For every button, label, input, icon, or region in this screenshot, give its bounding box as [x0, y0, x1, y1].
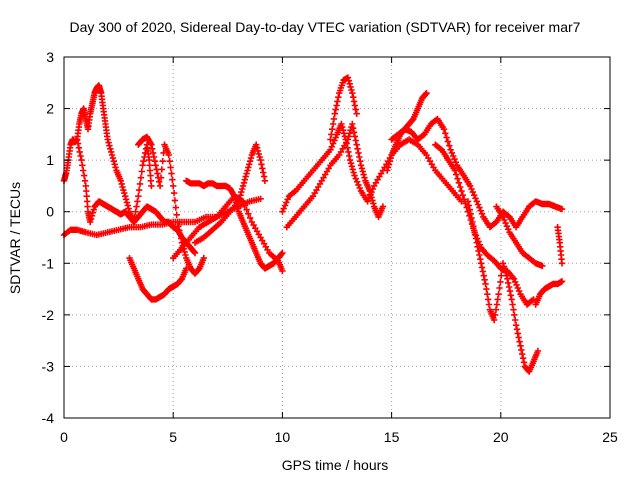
series-trace-5 [135, 133, 207, 277]
x-axis-tick-labels: 0 5 10 15 20 25 [60, 429, 618, 445]
series-trace-18 [554, 224, 566, 267]
y-tick-label: -1 [42, 255, 55, 271]
y-tick-label: 3 [46, 49, 54, 65]
y-tick-label: 2 [46, 101, 54, 117]
data-point-markers [493, 203, 546, 270]
data-point-markers [388, 115, 566, 231]
data-point-markers [432, 141, 537, 308]
x-axis-label: GPS time / hours [282, 457, 389, 473]
x-tick-label: 15 [384, 429, 400, 445]
series-trace-16 [532, 278, 566, 308]
data-point-markers [126, 254, 190, 303]
data-point-markers [464, 198, 542, 375]
y-tick-label: 1 [46, 152, 54, 168]
series-trace-15 [464, 198, 542, 375]
series-trace-11 [283, 120, 387, 231]
y-axis-tick-labels: -4 -3 -2 -1 0 1 2 3 [42, 49, 55, 426]
y-tick-label: 0 [46, 204, 54, 220]
data-point-markers [170, 193, 286, 275]
data-point-markers [532, 278, 566, 308]
data-point-markers [135, 133, 207, 277]
y-tick-label: -4 [42, 410, 55, 426]
series-trace-14 [432, 141, 537, 308]
data-point-markers [554, 224, 566, 267]
x-tick-label: 0 [60, 429, 68, 445]
axis-ticks [63, 56, 611, 419]
chart-title: Day 300 of 2020, Sidereal Day-to-day VTE… [70, 19, 581, 35]
data-point-markers [283, 120, 387, 231]
series-trace-4 [126, 254, 190, 303]
y-axis-label: SDTVAR / TECUs [7, 182, 23, 294]
series-trace-10 [327, 74, 360, 143]
x-tick-label: 10 [275, 429, 291, 445]
series-trace-8 [191, 141, 269, 246]
y-tick-label: -2 [42, 307, 55, 323]
grid-lines [64, 57, 610, 418]
series-trace-7 [170, 193, 286, 275]
data-marks [60, 74, 566, 375]
series-trace-17 [493, 203, 546, 270]
data-point-markers [191, 141, 269, 246]
data-point-markers [183, 177, 286, 272]
plot-frame [63, 56, 611, 419]
x-tick-label: 20 [493, 429, 509, 445]
x-tick-label: 5 [169, 429, 177, 445]
data-point-markers [327, 74, 360, 143]
y-tick-label: -3 [42, 358, 55, 374]
x-tick-label: 25 [602, 429, 618, 445]
series-trace-6 [183, 177, 286, 272]
series-trace-13 [388, 115, 566, 231]
